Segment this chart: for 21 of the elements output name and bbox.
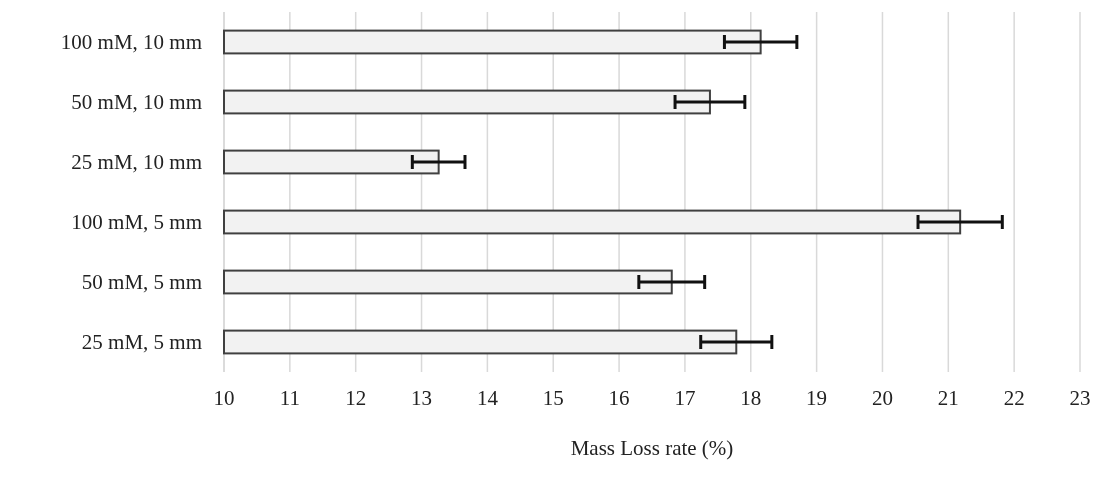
x-tick-label: 12 [345, 386, 367, 410]
y-tick-label: 25 mM, 5 mm [81, 330, 202, 355]
x-tick-label: 15 [542, 386, 564, 410]
x-tick-label: 22 [1003, 386, 1025, 410]
x-tick-label: 11 [279, 386, 300, 410]
y-tick-label: 25 mM, 10 mm [71, 150, 202, 175]
x-axis-title: Mass Loss rate (%) [570, 436, 734, 460]
x-tick-label: 14 [476, 386, 499, 410]
x-tick-label: 16 [608, 386, 630, 410]
x-tick-label: 20 [871, 386, 893, 410]
y-tick-label: 50 mM, 5 mm [81, 270, 202, 295]
y-tick-label: 50 mM, 10 mm [71, 90, 202, 115]
x-tick-label: 18 [740, 386, 762, 410]
x-tick-label: 23 [1069, 386, 1091, 410]
x-tick-label: 17 [674, 386, 696, 410]
x-tick-label: 21 [937, 386, 959, 410]
x-tick-label: 19 [806, 386, 828, 410]
x-tick-label: 13 [411, 386, 433, 410]
x-tick-label: 10 [213, 386, 235, 410]
y-tick-label: 100 mM, 5 mm [71, 210, 202, 235]
y-tick-label: 100 mM, 10 mm [60, 30, 202, 55]
